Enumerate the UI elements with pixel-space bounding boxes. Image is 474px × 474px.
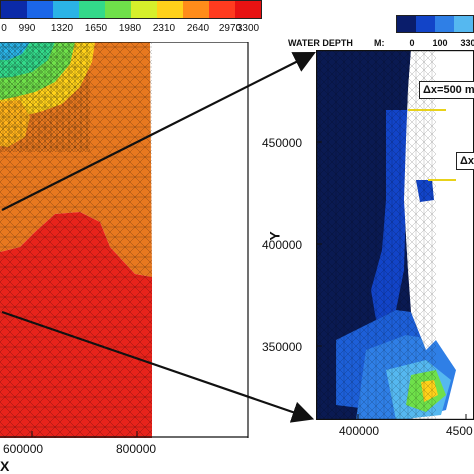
right-y-tick-2: 350000 (262, 340, 303, 354)
colorbar-label-8: 3300 (236, 23, 260, 34)
right-y-tick-1: 400000 (262, 238, 303, 252)
colorbar-swatch (131, 1, 157, 18)
left-x-tick-1: 800000 (116, 442, 157, 456)
colorbar-swatch (157, 1, 183, 18)
colorbar-label-6: 2640 (186, 23, 210, 34)
colorbar-swatch (27, 1, 53, 18)
left-colorbar (0, 0, 262, 19)
depth-label-2: 330 (460, 38, 474, 48)
colorbar-swatch (435, 16, 454, 32)
colorbar-swatch (416, 16, 435, 32)
colorbar-label-2: 1320 (50, 23, 74, 34)
colorbar-swatch (1, 1, 27, 18)
colorbar-swatch (235, 1, 261, 18)
colorbar-swatch (209, 1, 235, 18)
colorbar-swatch (454, 16, 473, 32)
annotation-dx-500: Δx=500 m (419, 81, 474, 99)
colorbar-label-0: 0 (1, 23, 7, 34)
depth-label-0: 0 (409, 38, 415, 48)
water-depth-unit: M: (374, 38, 385, 48)
right-detail-map (316, 50, 474, 420)
depth-label-1: 100 (432, 38, 448, 48)
left-mesh-map (0, 42, 250, 438)
left-x-tick-0: 600000 (3, 442, 44, 456)
colorbar-label-4: 1980 (118, 23, 142, 34)
colorbar-label-3: 1650 (84, 23, 108, 34)
colorbar-swatch (79, 1, 105, 18)
right-colorbar (396, 15, 474, 33)
right-x-tick-0: 400000 (339, 424, 380, 438)
colorbar-label-5: 2310 (152, 23, 176, 34)
colorbar-swatch (397, 16, 416, 32)
colorbar-label-7: 2970 (218, 23, 242, 34)
annotation-dx-2: Δx (456, 152, 474, 170)
colorbar-swatch (183, 1, 209, 18)
colorbar-swatch (105, 1, 131, 18)
colorbar-swatch (53, 1, 79, 18)
right-y-tick-0: 450000 (262, 136, 303, 150)
colorbar-label-1: 990 (18, 23, 36, 34)
right-x-tick-1: 4500 (446, 424, 473, 438)
left-x-axis-label: X (0, 458, 10, 474)
water-depth-title: WATER DEPTH (288, 38, 353, 48)
